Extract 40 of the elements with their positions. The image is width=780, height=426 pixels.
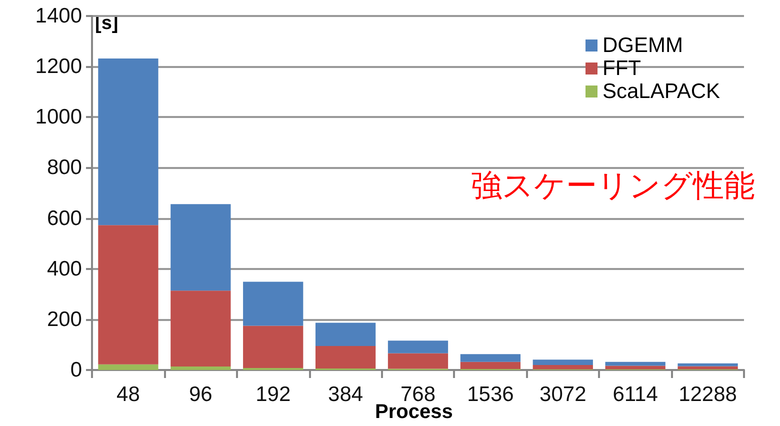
y-tick-label: 1000: [35, 106, 82, 129]
x-tick-label: 192: [256, 383, 291, 406]
bar: [605, 362, 666, 366]
bar: [460, 362, 521, 369]
bar: [315, 322, 376, 346]
y-tick-label: 400: [46, 257, 82, 280]
bar: [98, 225, 158, 364]
legend-label: ScaLAPACK: [602, 80, 720, 103]
x-tick-label: 3072: [540, 383, 586, 406]
bar: [170, 366, 231, 370]
bar: [678, 366, 738, 370]
legend-label: FFT: [602, 57, 642, 80]
x-tick-label: 48: [116, 383, 140, 406]
bar: [678, 363, 738, 366]
x-tick-label: 384: [328, 383, 364, 406]
x-tick-label: 96: [188, 383, 212, 406]
bar: [532, 364, 593, 370]
y-tick-label: 0: [70, 358, 82, 382]
bar: [460, 354, 521, 362]
y-tick-label: 800: [46, 156, 82, 180]
x-tick-label: 1536: [467, 383, 514, 406]
x-tick-label: 6114: [612, 383, 658, 406]
y-tick-label: 1200: [35, 55, 82, 78]
bar: [605, 366, 666, 370]
y-tick-label: 200: [46, 308, 82, 331]
bar: [532, 360, 593, 365]
bar: [170, 204, 231, 291]
bar: [98, 364, 158, 370]
y-tick-label: 1400: [35, 4, 82, 28]
bar: [243, 282, 304, 326]
bar: [388, 353, 448, 369]
legend-label: DGEMM: [602, 34, 683, 57]
x-tick-label: 12288: [678, 383, 737, 406]
bar: [98, 58, 158, 226]
annotation: 強スケーリング性能: [471, 168, 755, 203]
bar: [243, 326, 304, 368]
y-tick-label: 600: [46, 206, 82, 230]
bar: [315, 346, 376, 368]
bar: [170, 290, 231, 366]
bar: [388, 340, 448, 354]
